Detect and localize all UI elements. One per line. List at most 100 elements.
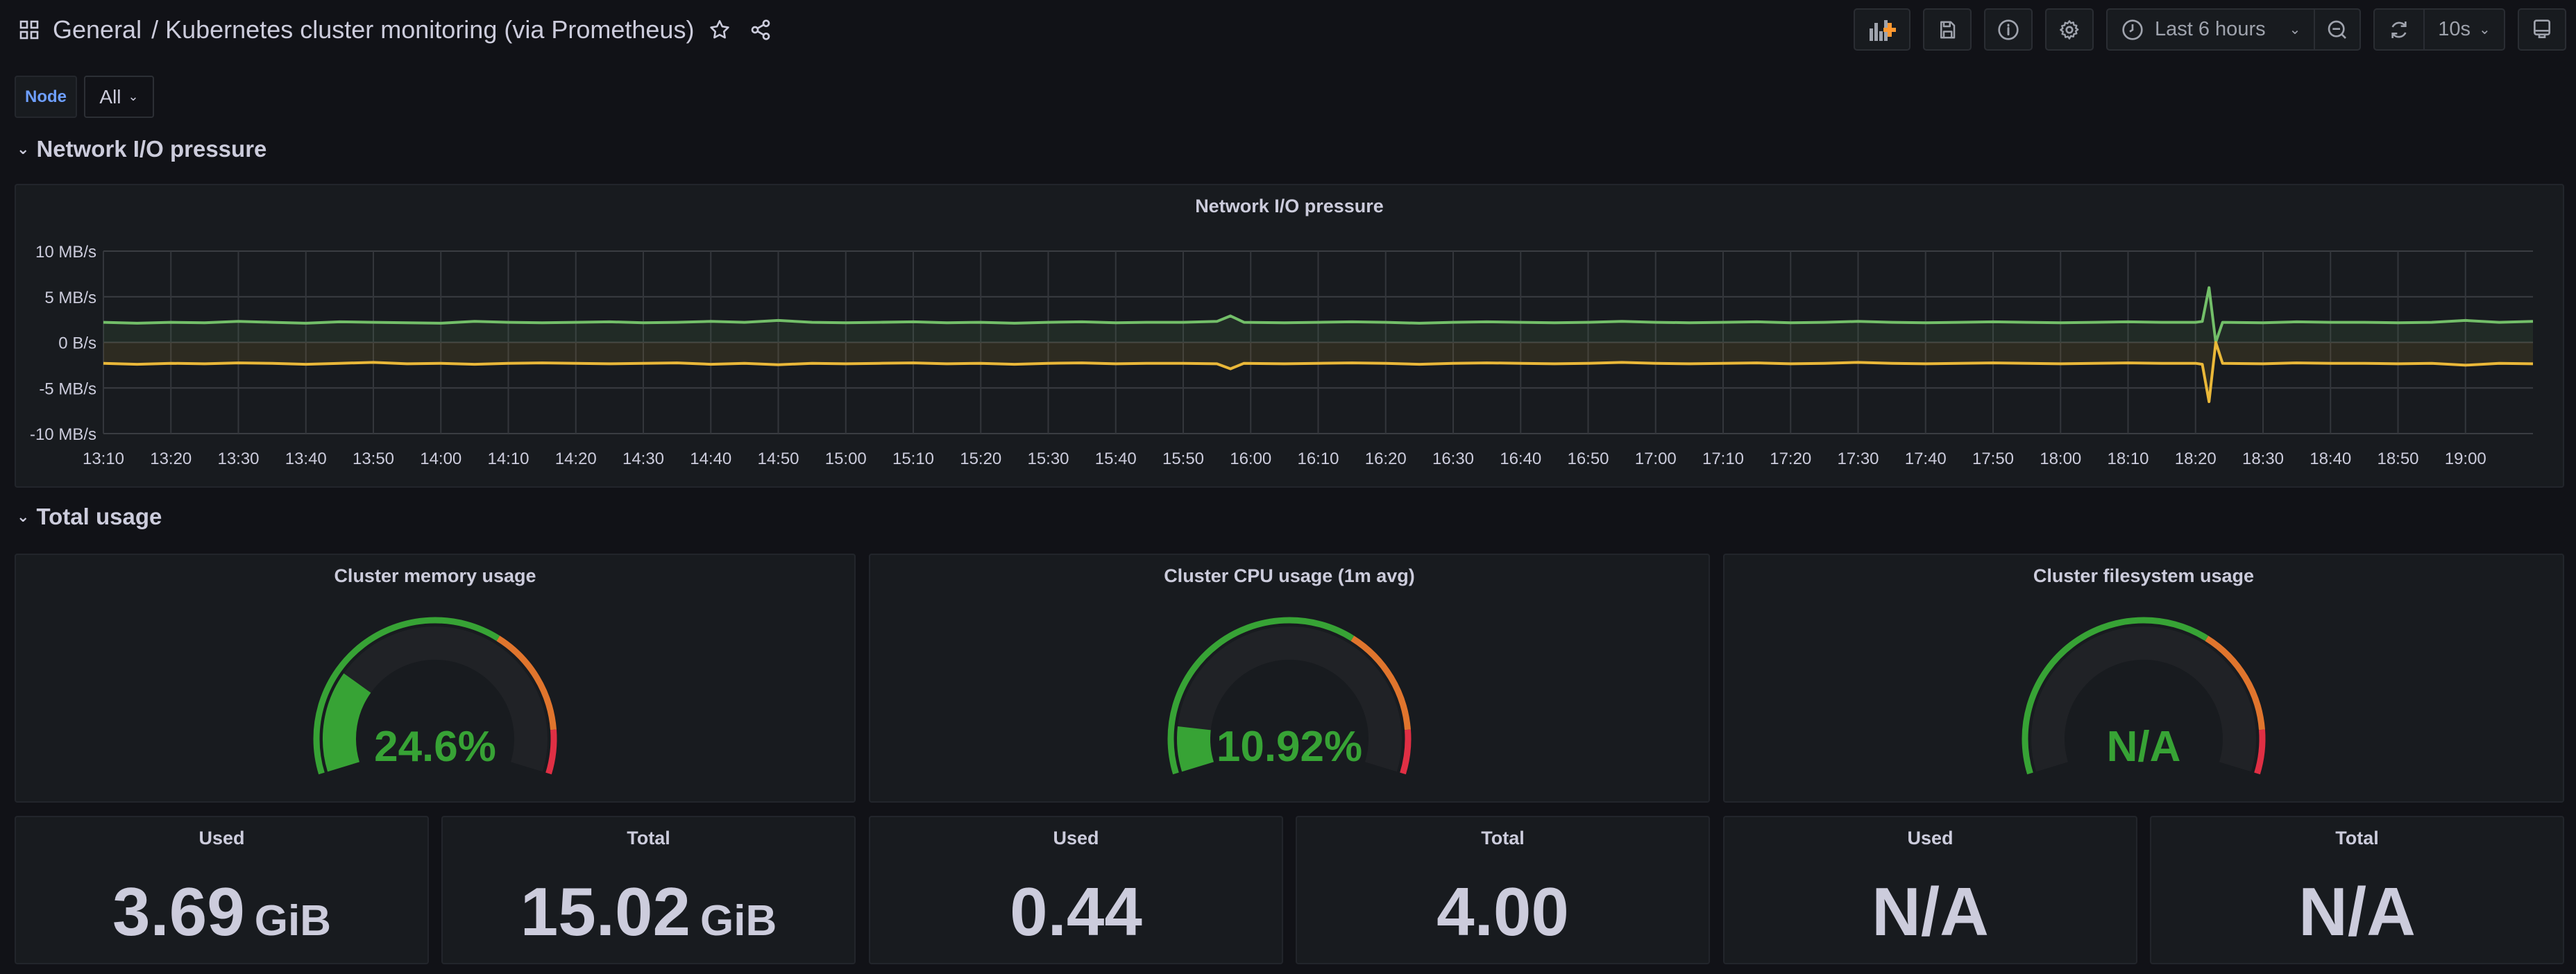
threshold-band bbox=[313, 617, 500, 775]
folder-link[interactable]: General bbox=[53, 15, 142, 44]
stat-value: 0.44 bbox=[870, 873, 1282, 951]
panel-title[interactable]: Cluster CPU usage (1m avg) bbox=[1164, 565, 1415, 586]
variable-select-node[interactable]: All ⌄ bbox=[84, 76, 154, 118]
panel-title[interactable]: Cluster memory usage bbox=[334, 565, 536, 586]
dashboard-info-button[interactable] bbox=[1984, 8, 2033, 51]
panel-title[interactable]: Used bbox=[1907, 828, 1954, 848]
x-tick-label: 15:00 bbox=[825, 450, 867, 468]
cpu-gauge: 10.92% bbox=[1167, 617, 1412, 775]
stat-panel-memory-used: Used 3.69 GiB bbox=[15, 816, 429, 964]
dashboard-title[interactable]: Kubernetes cluster monitoring (via Prome… bbox=[165, 15, 695, 44]
x-tick-label: 18:20 bbox=[2175, 450, 2217, 468]
stat-number: 3.69 bbox=[112, 873, 245, 950]
gauge-value: 24.6% bbox=[374, 723, 496, 771]
x-tick-label: 13:20 bbox=[150, 450, 192, 468]
share-icon[interactable] bbox=[749, 19, 772, 41]
dashboard-settings-button[interactable] bbox=[2045, 8, 2094, 51]
chevron-down-icon: ⌄ bbox=[17, 508, 30, 525]
tv-mode-button[interactable] bbox=[2518, 8, 2566, 51]
stat-panel-filesystem-total: Total N/A bbox=[2150, 816, 2564, 964]
x-tick-label: 17:40 bbox=[1905, 450, 1947, 468]
threshold-band bbox=[2205, 635, 2265, 730]
chevron-down-icon: ⌄ bbox=[2479, 22, 2491, 37]
x-tick-label: 19:00 bbox=[2445, 450, 2486, 468]
star-icon[interactable] bbox=[708, 18, 731, 42]
y-tick-label: 5 MB/s bbox=[44, 289, 96, 307]
stat-number: N/A bbox=[1872, 873, 1989, 950]
time-picker-group: Last 6 hours ⌄ bbox=[2106, 8, 2361, 51]
stat-unit: GiB bbox=[700, 897, 777, 945]
save-dashboard-button[interactable] bbox=[1923, 8, 1972, 51]
threshold-band bbox=[1400, 729, 1412, 775]
zoom-out-icon bbox=[2328, 20, 2346, 39]
row-header-total-usage[interactable]: ⌄ Total usage bbox=[17, 504, 162, 530]
refresh-interval-label: 10s bbox=[2438, 18, 2471, 40]
threshold-band bbox=[496, 635, 557, 730]
gauge-panel-filesystem: Cluster filesystem usage N/A bbox=[1723, 554, 2564, 803]
x-tick-label: 17:10 bbox=[1702, 450, 1744, 468]
x-tick-label: 14:20 bbox=[555, 450, 597, 468]
stat-panel-cpu-used: Used 0.44 bbox=[869, 816, 1283, 964]
divider bbox=[2423, 10, 2425, 49]
panel-title[interactable]: Total bbox=[1481, 828, 1525, 848]
panel-title[interactable]: Network I/O pressure bbox=[1195, 196, 1384, 216]
row-header-network[interactable]: ⌄ Network I/O pressure bbox=[17, 136, 266, 162]
zoom-out-button[interactable] bbox=[2315, 18, 2359, 42]
panel-title[interactable]: Used bbox=[1053, 828, 1099, 848]
x-tick-label: 13:40 bbox=[285, 450, 327, 468]
panel-title[interactable]: Total bbox=[2335, 828, 2379, 848]
add-panel-button[interactable] bbox=[1854, 8, 1910, 51]
refresh-group: 10s ⌄ bbox=[2373, 8, 2505, 51]
stat-value: 4.00 bbox=[1297, 873, 1709, 951]
add-panel-icon bbox=[1870, 19, 1896, 41]
time-range-picker[interactable]: Last 6 hours ⌄ bbox=[2108, 18, 2314, 41]
save-icon bbox=[1940, 21, 1956, 38]
panel-title[interactable]: Total bbox=[627, 828, 670, 848]
x-tick-label: 18:50 bbox=[2377, 450, 2418, 468]
stat-panel-cpu-total: Total 4.00 bbox=[1296, 816, 1710, 964]
chevron-down-icon: ⌄ bbox=[17, 140, 30, 157]
gauge-value: N/A bbox=[2107, 723, 2181, 771]
x-tick-label: 15:10 bbox=[892, 450, 934, 468]
threshold-band bbox=[545, 729, 557, 775]
x-tick-label: 13:10 bbox=[83, 450, 124, 468]
tv-mode-icon bbox=[2534, 19, 2550, 38]
x-tick-label: 18:30 bbox=[2242, 450, 2284, 468]
gauge-panel-cpu: Cluster CPU usage (1m avg) 10.92% bbox=[869, 554, 1710, 803]
x-tick-label: 17:00 bbox=[1635, 450, 1677, 468]
stat-unit: GiB bbox=[254, 897, 331, 945]
series-line-1 bbox=[103, 341, 2534, 403]
filesystem-gauge: N/A bbox=[2022, 617, 2266, 775]
row-title: Total usage bbox=[36, 504, 162, 529]
variable-value: All bbox=[99, 85, 121, 108]
stat-panel-memory-total: Total 15.02 GiB bbox=[441, 816, 856, 964]
x-tick-label: 14:50 bbox=[757, 450, 799, 468]
stat-value: N/A bbox=[2151, 873, 2563, 951]
panel-title[interactable]: Used bbox=[198, 828, 245, 848]
series-area-0 bbox=[103, 287, 2533, 343]
series-line-0 bbox=[103, 286, 2534, 344]
breadcrumb: General / Kubernetes cluster monitoring … bbox=[19, 12, 772, 47]
x-tick-label: 18:40 bbox=[2310, 450, 2351, 468]
row-title: Network I/O pressure bbox=[36, 136, 267, 162]
dashboards-grid-icon[interactable] bbox=[19, 20, 39, 40]
panel-title[interactable]: Cluster filesystem usage bbox=[2033, 565, 2255, 586]
y-tick-label: 10 MB/s bbox=[35, 243, 96, 262]
gauge-value: 10.92% bbox=[1217, 723, 1362, 771]
y-tick-label: -10 MB/s bbox=[30, 425, 96, 444]
x-tick-label: 17:50 bbox=[1972, 450, 2014, 468]
x-tick-label: 17:30 bbox=[1837, 450, 1879, 468]
x-tick-label: 17:20 bbox=[1770, 450, 1811, 468]
refresh-interval-picker[interactable]: 10s ⌄ bbox=[2425, 18, 2504, 41]
y-tick-label: 0 B/s bbox=[58, 334, 96, 353]
refresh-button[interactable] bbox=[2375, 18, 2423, 42]
threshold-band bbox=[1167, 617, 1355, 775]
gauge-track bbox=[2031, 626, 2256, 772]
time-range-label: Last 6 hours bbox=[2155, 18, 2266, 40]
gauge-fill bbox=[1177, 726, 1214, 772]
x-tick-label: 16:00 bbox=[1230, 450, 1271, 468]
x-tick-label: 13:50 bbox=[353, 450, 394, 468]
memory-gauge: 24.6% bbox=[313, 617, 557, 775]
threshold-band bbox=[2254, 729, 2266, 775]
threshold-band bbox=[2022, 617, 2209, 775]
